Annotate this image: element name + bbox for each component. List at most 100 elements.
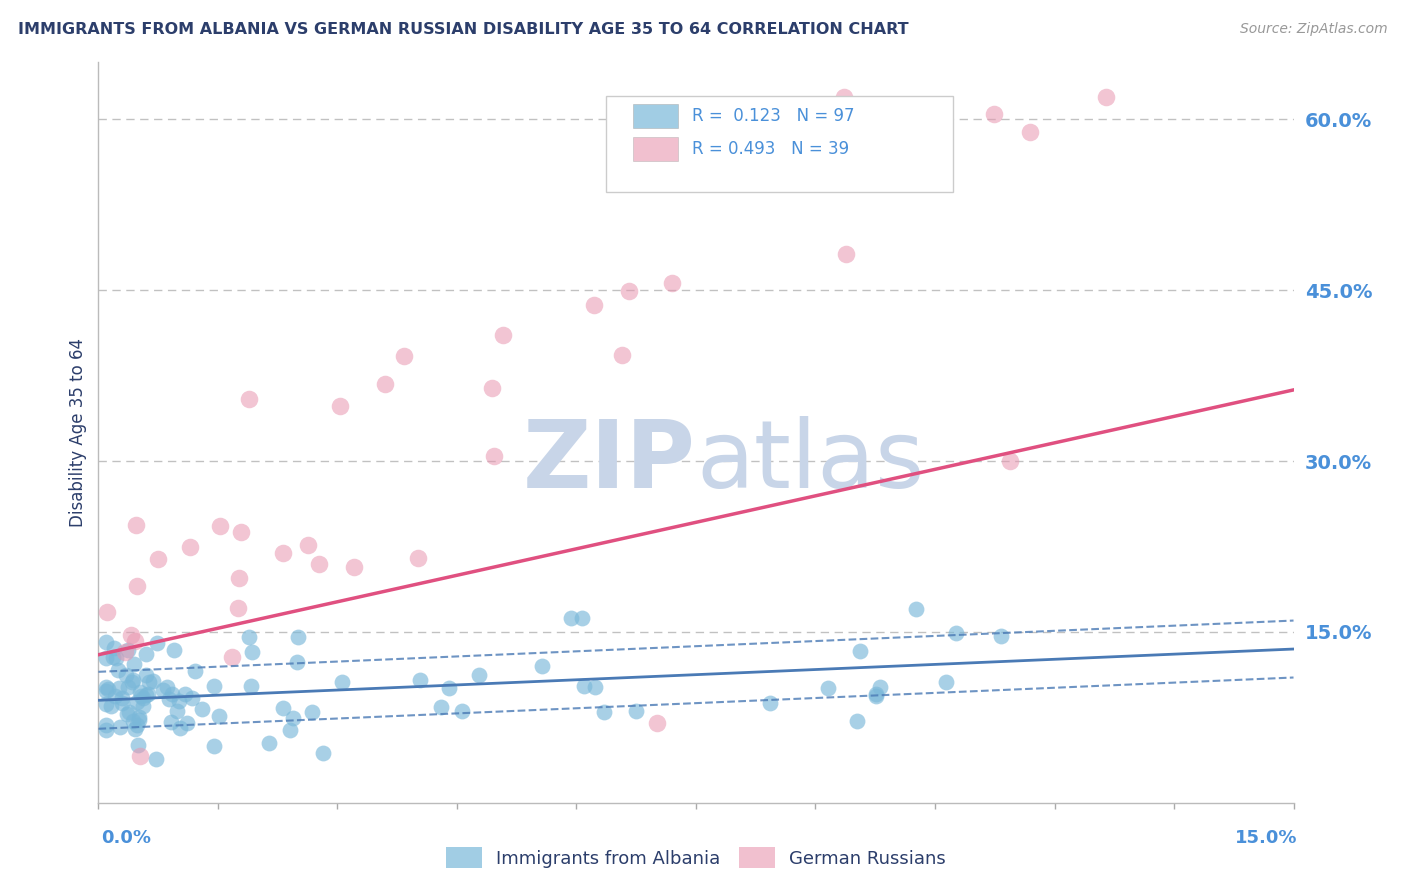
Point — [117, 642, 139, 657]
Point — [392, 349, 415, 363]
Point — [96, 723, 118, 737]
Point — [169, 694, 191, 708]
Point — [96, 683, 118, 698]
Point — [1019, 125, 1042, 139]
Point — [484, 449, 506, 463]
Point — [430, 699, 453, 714]
Point — [173, 687, 195, 701]
Point — [101, 650, 124, 665]
Point — [583, 680, 606, 694]
Point — [329, 399, 352, 413]
Point — [492, 328, 515, 343]
Point — [96, 681, 118, 696]
Point — [125, 518, 148, 533]
Point — [124, 722, 146, 736]
Point — [157, 692, 180, 706]
Point — [846, 714, 869, 728]
Point — [278, 723, 301, 738]
FancyBboxPatch shape — [633, 103, 678, 128]
Point — [849, 643, 872, 657]
Point — [128, 713, 150, 727]
Point — [184, 664, 207, 678]
Point — [179, 540, 201, 554]
Point — [1094, 89, 1116, 103]
Point — [111, 691, 134, 706]
Point — [904, 602, 927, 616]
Point — [238, 392, 260, 407]
Point — [114, 645, 136, 659]
Point — [571, 611, 593, 625]
Point — [104, 650, 127, 665]
Point — [163, 642, 186, 657]
Point — [281, 710, 304, 724]
Point — [96, 635, 118, 649]
Point — [768, 137, 790, 152]
Point — [301, 705, 323, 719]
Text: Source: ZipAtlas.com: Source: ZipAtlas.com — [1240, 22, 1388, 37]
Point — [146, 636, 169, 650]
Point — [865, 689, 887, 703]
Text: R =  0.123   N = 97: R = 0.123 N = 97 — [692, 107, 855, 125]
Point — [226, 601, 249, 615]
Point — [146, 552, 169, 566]
Point — [176, 715, 198, 730]
Point — [118, 705, 141, 719]
Point — [257, 736, 280, 750]
Point — [107, 663, 129, 677]
Point — [152, 682, 174, 697]
Point — [129, 748, 152, 763]
Text: 15.0%: 15.0% — [1236, 829, 1298, 847]
Point — [111, 696, 134, 710]
Point — [240, 679, 263, 693]
Point — [582, 297, 605, 311]
Point — [122, 714, 145, 729]
Point — [96, 605, 118, 619]
Point — [191, 702, 214, 716]
Point — [156, 680, 179, 694]
Point — [308, 557, 330, 571]
Point — [160, 715, 183, 730]
Point — [121, 673, 143, 687]
Point — [202, 739, 225, 753]
Point — [661, 276, 683, 290]
Point — [983, 107, 1005, 121]
Point — [145, 752, 167, 766]
FancyBboxPatch shape — [606, 95, 953, 192]
Point — [125, 579, 148, 593]
Point — [572, 679, 595, 693]
Point — [374, 377, 396, 392]
Point — [121, 675, 143, 690]
Text: ZIP: ZIP — [523, 417, 696, 508]
Point — [120, 627, 142, 641]
Point — [1000, 454, 1022, 468]
Point — [142, 673, 165, 688]
Point — [285, 655, 308, 669]
Point — [330, 674, 353, 689]
Legend: Immigrants from Albania, German Russians: Immigrants from Albania, German Russians — [439, 840, 953, 875]
Text: R = 0.493   N = 39: R = 0.493 N = 39 — [692, 140, 849, 158]
Point — [124, 633, 146, 648]
Point — [271, 546, 294, 560]
Point — [312, 746, 335, 760]
Point — [131, 689, 153, 703]
Point — [117, 706, 139, 721]
Point — [208, 519, 231, 533]
Point — [612, 348, 634, 362]
Point — [287, 630, 309, 644]
Point — [135, 647, 157, 661]
Point — [117, 681, 139, 695]
Point — [758, 696, 780, 710]
Point — [96, 697, 118, 711]
Point — [132, 698, 155, 713]
Point — [169, 721, 191, 735]
Point — [115, 667, 138, 681]
Point — [125, 695, 148, 709]
Point — [231, 524, 253, 539]
Point — [138, 675, 160, 690]
Point — [481, 381, 503, 395]
Point — [100, 698, 122, 713]
Point — [835, 247, 858, 261]
Point — [104, 689, 127, 703]
Point — [468, 668, 491, 682]
Point — [96, 680, 118, 694]
